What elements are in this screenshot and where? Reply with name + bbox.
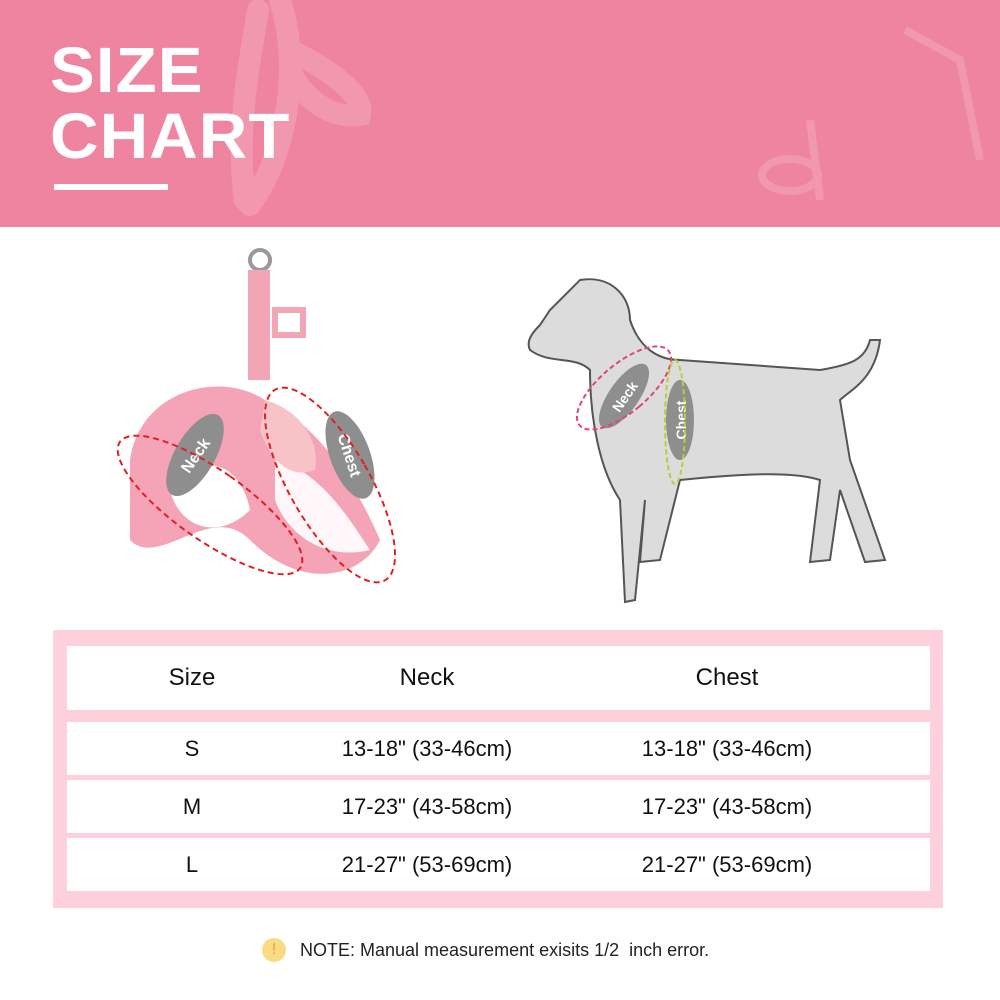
cell-size: L bbox=[185, 851, 199, 877]
cell-neck: 13-18" (33-46cm) bbox=[341, 735, 513, 761]
cell-size: S bbox=[184, 735, 200, 761]
exclamation-icon: ! bbox=[262, 938, 286, 962]
cell-size: M bbox=[182, 793, 202, 819]
cell-chest: 13-18" (33-46cm) bbox=[641, 735, 813, 761]
harness-illustration: Neck Chest bbox=[116, 248, 396, 584]
harness-watermark-icon bbox=[230, 0, 984, 216]
page-title: SIZE CHART bbox=[50, 38, 290, 170]
title-underline bbox=[54, 184, 168, 190]
dog-illustration: Neck Chest bbox=[527, 278, 887, 604]
cell-chest: 17-23" (43-58cm) bbox=[641, 793, 813, 819]
dog-chest-label: Chest bbox=[673, 400, 689, 439]
note-text: NOTE: Manual measurement exisits 1/2 inc… bbox=[300, 939, 710, 960]
title-line-2: CHART bbox=[50, 100, 291, 172]
header-neck: Neck bbox=[399, 664, 455, 691]
title-line-1: SIZE bbox=[50, 34, 204, 106]
table-row: S 13-18" (33-46cm) 13-18" (33-46cm) bbox=[67, 722, 930, 775]
cell-neck: 21-27" (53-69cm) bbox=[341, 851, 513, 877]
size-table: Size Neck Chest S 13-18" (33-46cm) 13-18… bbox=[53, 630, 943, 908]
table-row: M 17-23" (43-58cm) 17-23" (43-58cm) bbox=[67, 780, 930, 833]
header-chest: Chest bbox=[695, 664, 759, 691]
cell-chest: 21-27" (53-69cm) bbox=[641, 851, 813, 877]
table-row: L 21-27" (53-69cm) 21-27" (53-69cm) bbox=[67, 838, 930, 891]
cell-neck: 17-23" (43-58cm) bbox=[341, 793, 513, 819]
header-size: Size bbox=[168, 664, 216, 691]
header-banner: SIZE CHART bbox=[0, 0, 1000, 227]
table-header-row: Size Neck Chest bbox=[67, 646, 930, 710]
note: ! NOTE: Manual measurement exisits 1/2 i… bbox=[262, 938, 709, 962]
